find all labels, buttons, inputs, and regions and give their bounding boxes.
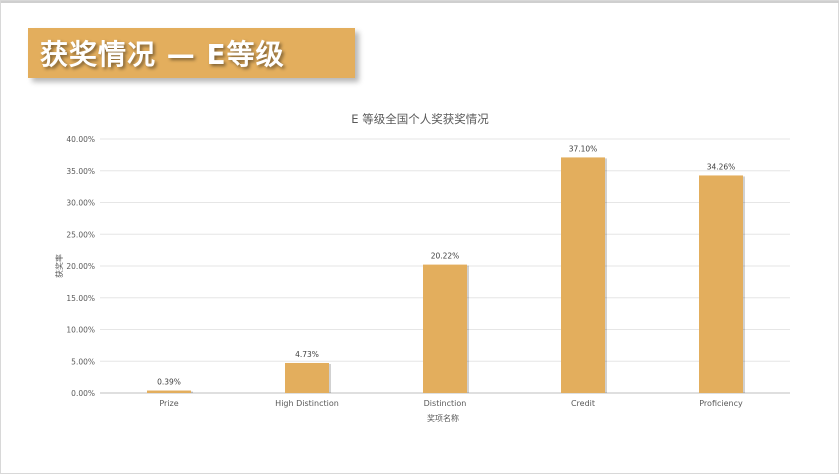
data-label: 20.22% <box>431 252 460 261</box>
y-axis-ticks: 0.00% 5.00% 10.00% 15.00% 20.00% 25.00% 30.00%… <box>66 135 95 398</box>
data-label: 34.26% <box>707 162 736 171</box>
y-tick-label: 15.00% <box>66 294 95 303</box>
x-axis-title: 奖项名称 <box>427 413 459 423</box>
chart-title: E 等级全国个人奖获奖情况 <box>351 112 489 126</box>
x-tick-label: High Distinction <box>275 399 339 408</box>
data-labels: 0.39% 4.73% 20.22% 37.10% 34.26% <box>157 144 735 386</box>
bars <box>147 157 745 393</box>
y-tick-label: 10.00% <box>66 326 95 335</box>
y-tick-label: 35.00% <box>66 167 95 176</box>
data-label: 37.10% <box>569 144 598 153</box>
bar-distinction <box>423 264 467 393</box>
y-tick-label: 0.00% <box>71 389 95 398</box>
data-label: 4.73% <box>295 350 319 359</box>
y-tick-label: 25.00% <box>66 230 95 239</box>
bar-high-distinction <box>285 362 329 393</box>
y-tick-label: 5.00% <box>71 357 95 366</box>
x-tick-label: Credit <box>571 399 595 408</box>
x-tick-label: Prize <box>159 399 178 408</box>
x-tick-label: Distinction <box>424 399 467 408</box>
y-axis-title: 获奖率 <box>54 254 64 278</box>
y-tick-label: 20.00% <box>66 262 95 271</box>
y-tick-label: 30.00% <box>66 199 95 208</box>
page-title: 获奖情况 — E等级 <box>40 38 285 71</box>
heading-banner: 获奖情况 — E等级 <box>28 28 355 78</box>
x-axis-ticks: Prize High Distinction Distinction Credit Pr… <box>159 399 743 408</box>
bar-credit <box>561 157 605 393</box>
top-divider <box>1 1 839 3</box>
y-tick-label: 40.00% <box>66 135 95 144</box>
data-label: 0.39% <box>157 378 181 387</box>
bar-proficiency <box>699 175 743 393</box>
bar-prize <box>147 390 191 393</box>
x-tick-label: Proficiency <box>699 399 743 408</box>
